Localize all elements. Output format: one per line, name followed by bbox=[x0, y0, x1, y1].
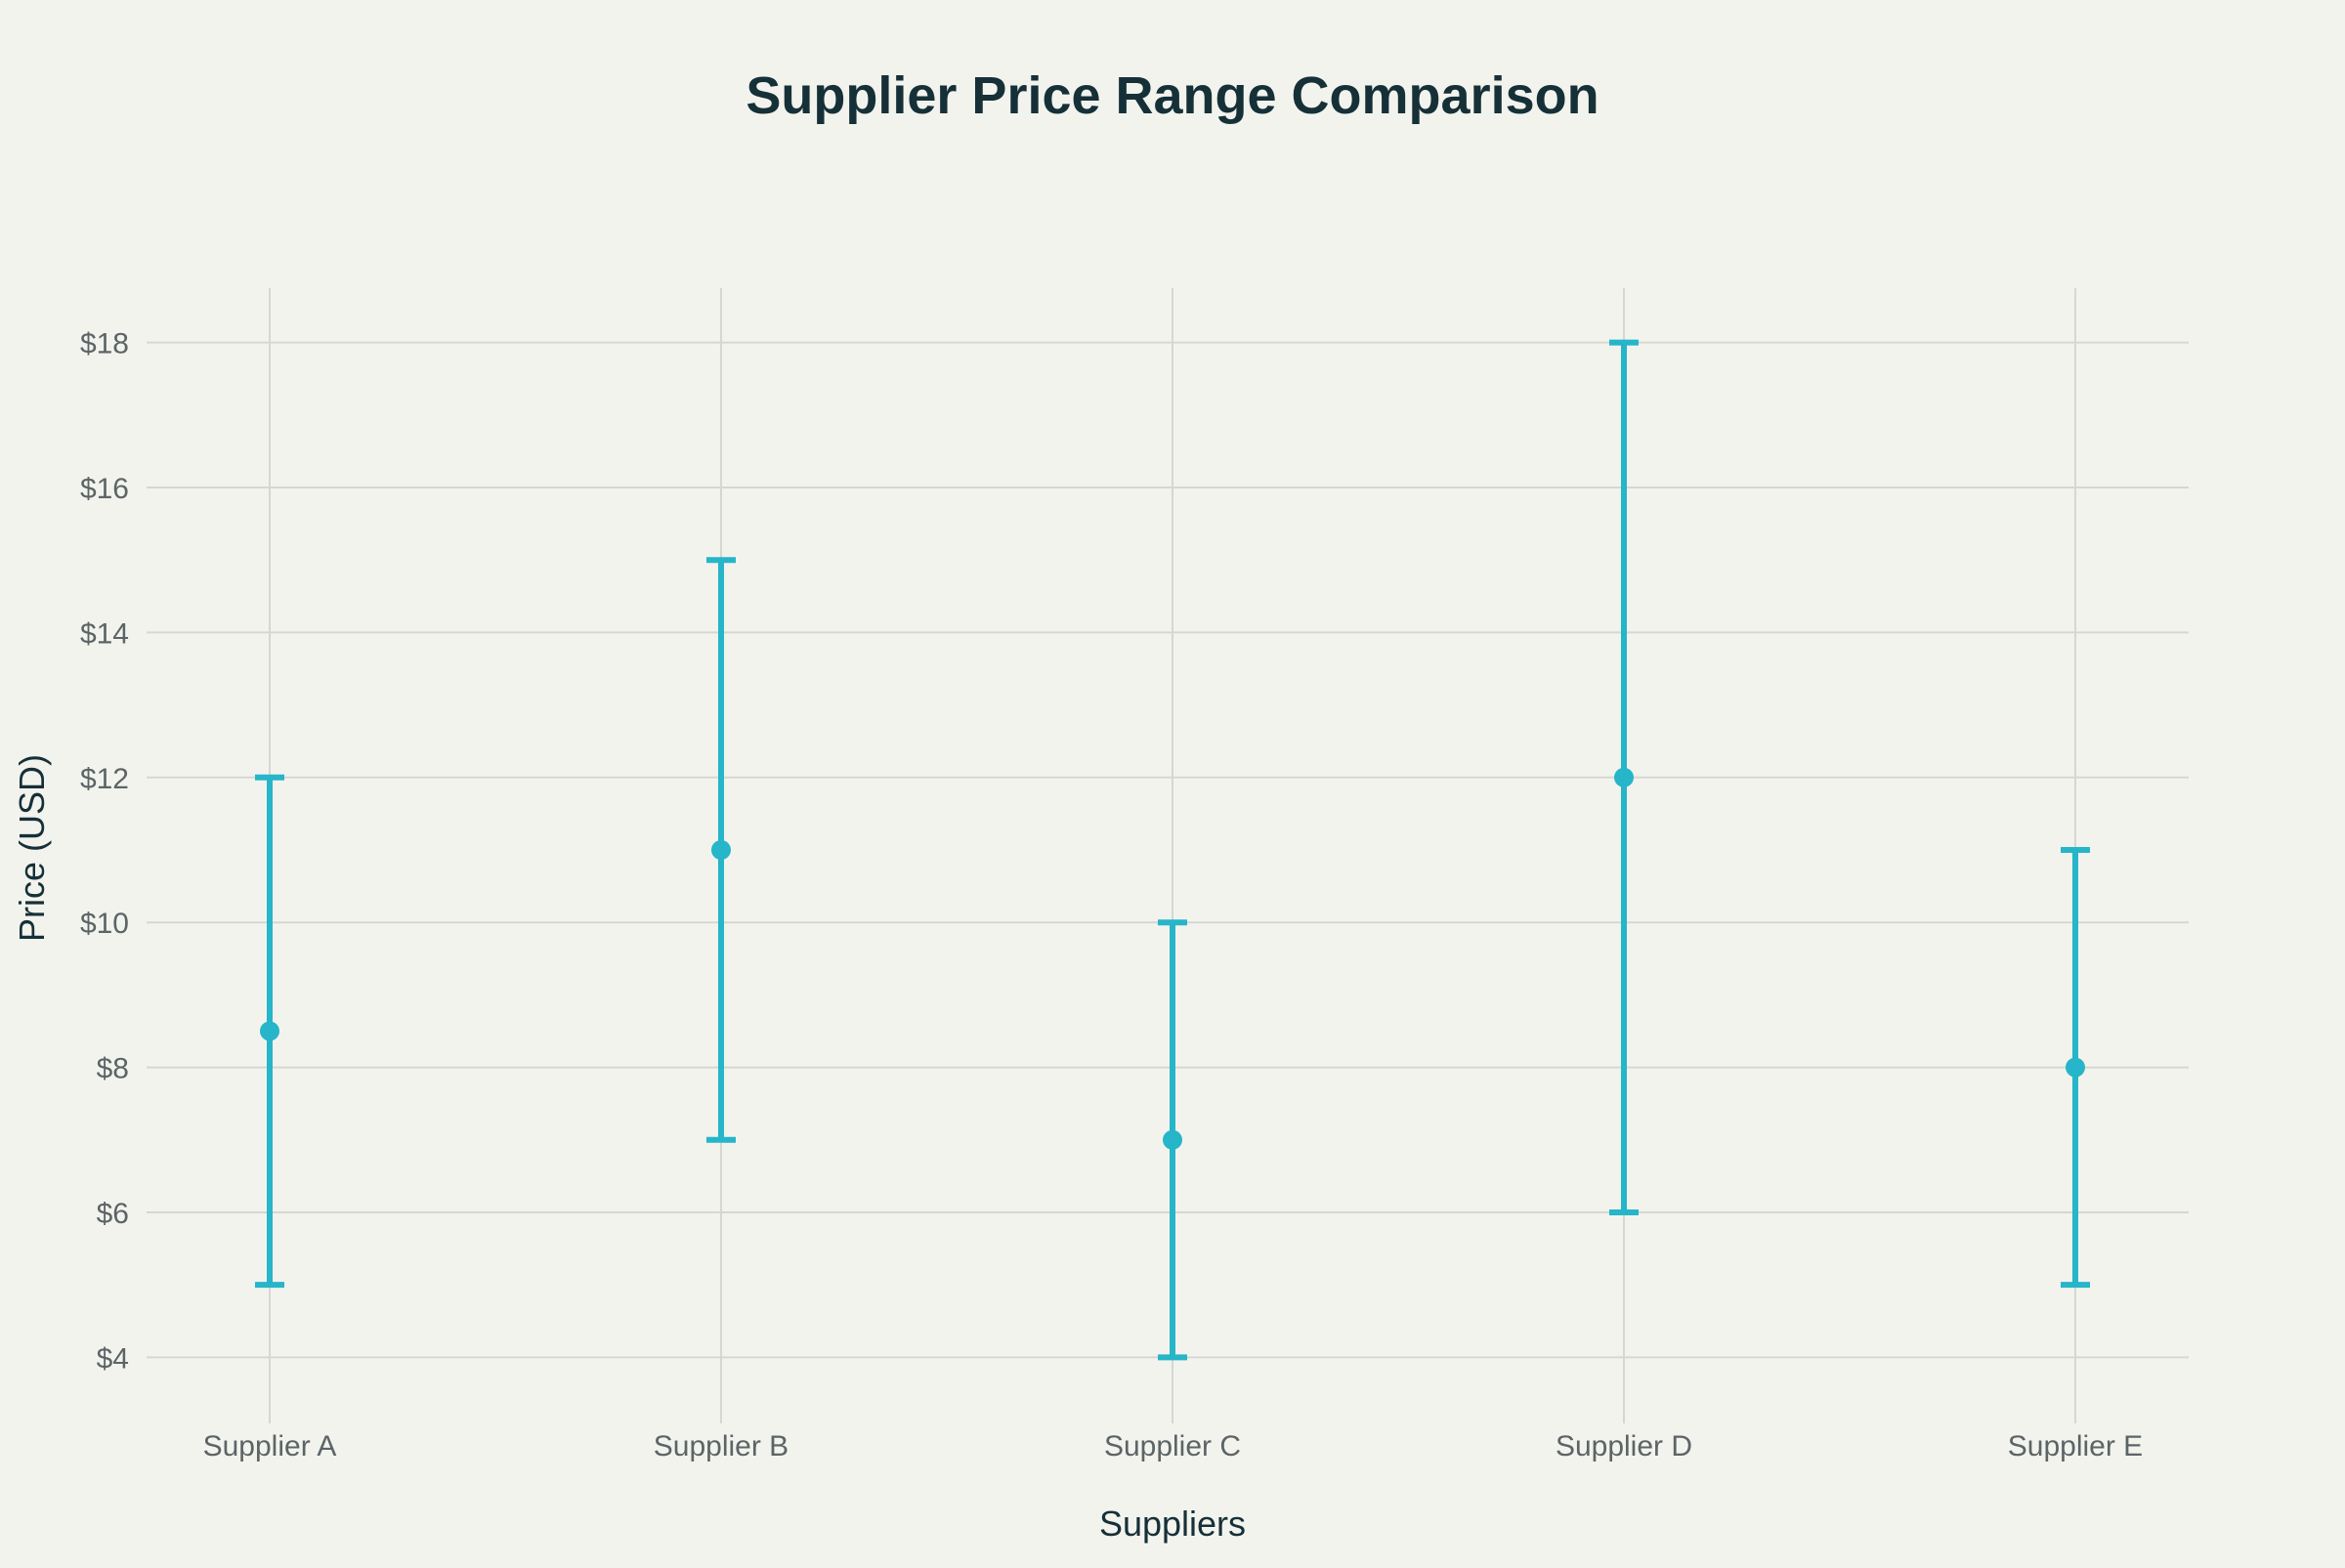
x-tick-label: Supplier D bbox=[1556, 1430, 1692, 1462]
y-tick-label: $12 bbox=[80, 763, 129, 795]
y-axis-title: Price (USD) bbox=[12, 754, 52, 942]
chart-title: Supplier Price Range Comparison bbox=[746, 66, 1599, 125]
y-tick-label: $18 bbox=[80, 328, 129, 360]
y-tick-label: $16 bbox=[80, 473, 129, 505]
y-tick-label: $14 bbox=[80, 617, 129, 650]
data-point bbox=[2066, 1057, 2085, 1078]
data-point bbox=[260, 1021, 279, 1041]
x-tick-label: Supplier C bbox=[1104, 1430, 1241, 1462]
x-tick-label: Supplier B bbox=[654, 1430, 789, 1462]
data-point bbox=[711, 840, 731, 860]
data-point bbox=[1163, 1129, 1182, 1150]
y-tick-label: $10 bbox=[80, 908, 129, 940]
x-tick-label: Supplier A bbox=[203, 1430, 337, 1462]
y-tick-label: $6 bbox=[97, 1198, 129, 1230]
x-tick-label: Supplier E bbox=[2008, 1430, 2143, 1462]
y-tick-label: $4 bbox=[97, 1342, 129, 1375]
x-axis-title: Suppliers bbox=[1099, 1504, 1246, 1544]
data-point bbox=[1614, 767, 1634, 787]
label-layer: $4 $6 $8 $10 $12 $14 $16 $18 Supplier A Supplier … bbox=[80, 328, 2143, 1462]
y-tick-label: $8 bbox=[97, 1053, 129, 1085]
mark-layer bbox=[255, 339, 2090, 1361]
